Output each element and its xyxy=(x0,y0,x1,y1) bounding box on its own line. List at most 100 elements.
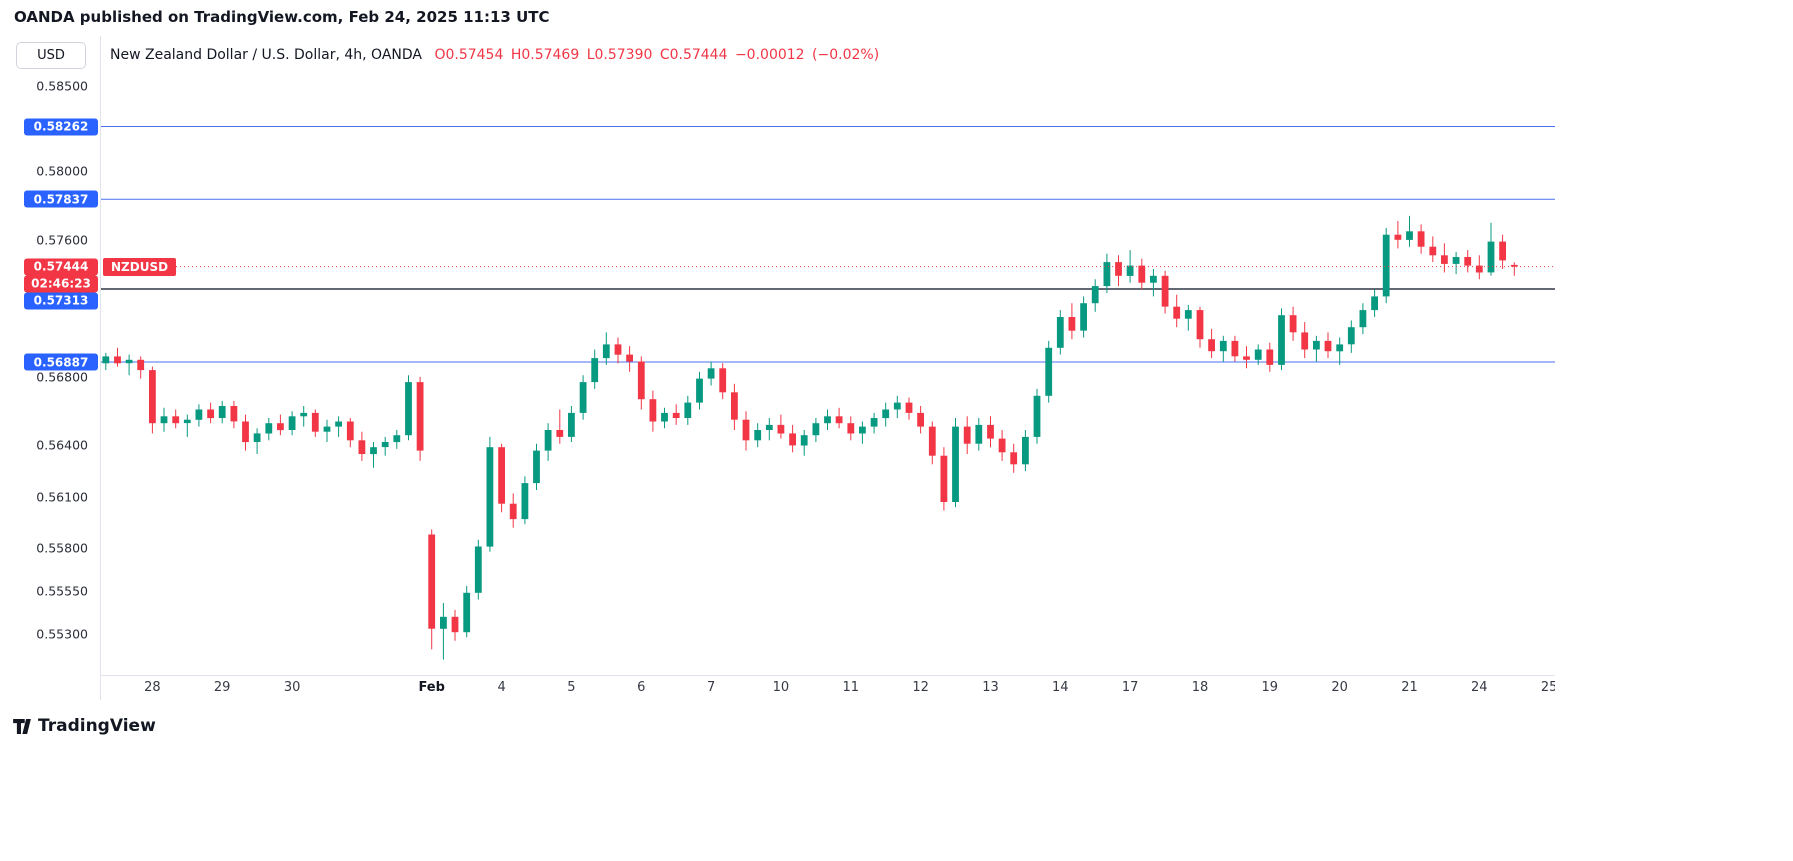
candle-body xyxy=(230,406,238,422)
candle-body xyxy=(1080,303,1087,331)
candle-body xyxy=(1184,310,1192,319)
candle-body xyxy=(114,356,121,364)
time-axis-label: 25 xyxy=(1540,680,1555,695)
price-tick-label: 0.56100 xyxy=(36,489,88,505)
candle-body xyxy=(602,344,610,359)
candle-body xyxy=(1406,231,1413,240)
candle-body xyxy=(777,424,785,434)
time-axis-label: 17 xyxy=(1121,680,1139,695)
candle-body xyxy=(1429,246,1437,256)
candle-body xyxy=(1254,349,1262,360)
candle-body xyxy=(137,359,145,371)
candles-series xyxy=(102,215,1518,660)
time-axis-label: 10 xyxy=(772,680,790,695)
candle-body xyxy=(1231,340,1239,357)
candle-body xyxy=(207,409,214,419)
candle-body xyxy=(1394,234,1402,240)
candlestick-chart[interactable] xyxy=(100,36,1555,675)
candle-body xyxy=(323,426,331,432)
candle-body xyxy=(661,412,668,422)
plot-area[interactable]: New Zealand Dollar / U.S. Dollar, 4h, OA… xyxy=(100,36,1555,675)
time-axis-label: 20 xyxy=(1331,680,1348,695)
time-axis-label: 11 xyxy=(842,680,860,695)
candle-body xyxy=(1068,317,1076,331)
candle-body xyxy=(265,423,273,434)
candle-body xyxy=(1371,296,1378,311)
candle-body xyxy=(253,433,261,442)
candle-body xyxy=(1266,349,1274,365)
candle-body xyxy=(1173,306,1181,319)
candle-body xyxy=(300,412,308,417)
candle-body xyxy=(393,435,401,443)
candle-body xyxy=(928,426,936,456)
candle-body xyxy=(754,430,762,441)
price-tick-label: 0.55300 xyxy=(36,626,88,642)
candle-body xyxy=(614,344,622,355)
chart-legend: New Zealand Dollar / U.S. Dollar, 4h, OA… xyxy=(110,47,879,63)
candle-body xyxy=(940,455,948,502)
level-lines xyxy=(100,126,1555,363)
candle-body xyxy=(381,442,389,448)
candle-body xyxy=(1359,310,1367,328)
candle-body xyxy=(672,412,680,418)
time-axis-label: 28 xyxy=(144,680,161,695)
candle-body xyxy=(428,534,436,629)
price-tick-label: 0.56400 xyxy=(36,437,88,453)
candle-body xyxy=(1417,231,1425,247)
current-price-badge: 0.57444 xyxy=(24,258,98,276)
candle-body xyxy=(195,409,203,420)
candle-body xyxy=(859,426,866,434)
price-axis[interactable]: USD 0.58500 0.58000 0.57600 0.56800 0.56400 0… xyxy=(14,36,100,675)
candle-body xyxy=(1056,317,1064,348)
candle-body xyxy=(405,382,412,436)
level-price-badge: 0.58262 xyxy=(24,118,98,135)
candle-body xyxy=(835,416,843,424)
candle-body xyxy=(102,356,110,364)
candle-body xyxy=(486,447,494,547)
candle-body xyxy=(800,435,808,446)
candle-body xyxy=(1475,265,1483,273)
candle-body xyxy=(1196,310,1204,340)
candle-body xyxy=(870,418,878,427)
candle-body xyxy=(1208,339,1215,352)
time-axis[interactable]: 28 29 30 Feb 4 5 6 7 10 11 12 13 14 17 18 19 20 21 24 25 xyxy=(100,675,1555,700)
time-axis-label: 18 xyxy=(1191,680,1209,695)
candle-body xyxy=(579,382,587,413)
tradingview-brand-text[interactable]: TradingView xyxy=(38,716,156,736)
time-axis-label: 24 xyxy=(1471,680,1488,695)
candle-body xyxy=(696,378,703,403)
time-axis-label: 29 xyxy=(213,680,231,695)
published-header: OANDA published on TradingView.com, Feb … xyxy=(14,8,550,26)
candle-body xyxy=(731,392,738,420)
ohlc-readout: O0.57454 H0.57469 L0.57390 C0.57444 −0.0… xyxy=(434,47,880,63)
candle-body xyxy=(1464,257,1472,266)
time-axis-label: 7 xyxy=(706,680,716,695)
candle-body xyxy=(218,406,226,418)
level-price-badge: 0.56887 xyxy=(24,353,98,371)
time-axis-label: 4 xyxy=(497,680,506,695)
candle-body xyxy=(1103,262,1111,287)
candle-body xyxy=(1452,257,1460,264)
candle-body xyxy=(824,416,831,424)
candle-body xyxy=(474,546,482,593)
time-axis-label: 30 xyxy=(283,680,301,695)
candle-body xyxy=(556,430,564,437)
bar-countdown-badge: 02:46:23 xyxy=(24,275,98,293)
candle-body xyxy=(812,423,820,436)
candle-body xyxy=(975,424,983,444)
price-line-symbol-tag: NZDUSD xyxy=(103,257,177,276)
candle-body xyxy=(160,416,168,424)
time-axis-label: Feb xyxy=(418,680,445,695)
candle-body xyxy=(1382,234,1390,297)
candle-body xyxy=(1324,340,1332,352)
candle-body xyxy=(719,368,727,393)
candle-body xyxy=(440,616,447,629)
tradingview-footer[interactable]: TradingView xyxy=(13,716,156,736)
currency-toggle-button[interactable]: USD xyxy=(16,42,86,69)
candle-body xyxy=(125,359,133,364)
price-tick-label: 0.55550 xyxy=(36,583,88,599)
tradingview-logo-icon[interactable] xyxy=(13,718,31,734)
candle-body xyxy=(591,358,599,383)
time-axis-label: 19 xyxy=(1261,680,1279,695)
candle-body xyxy=(463,592,471,633)
